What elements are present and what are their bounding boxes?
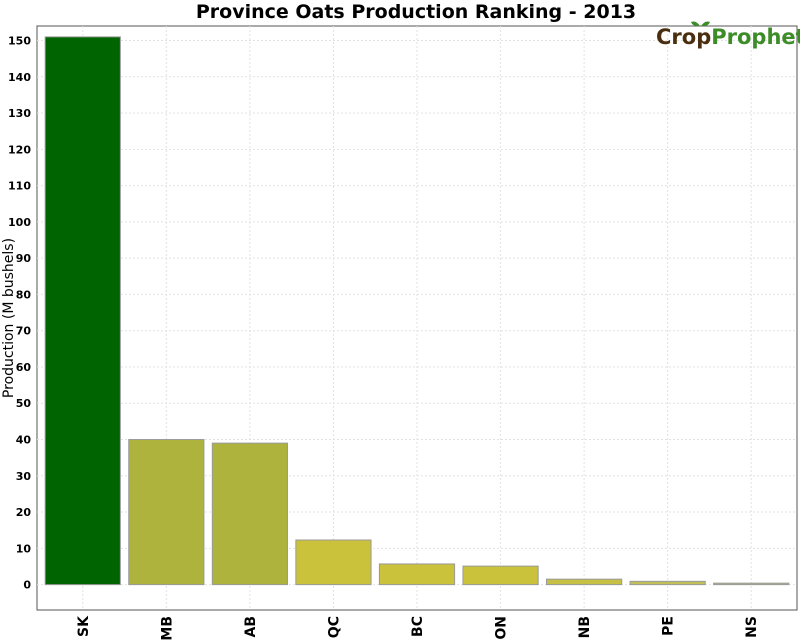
y-axis-label: Production (M bushels)	[1, 238, 17, 398]
y-tick-label: 50	[16, 397, 32, 410]
y-tick-label: 100	[8, 216, 31, 229]
x-tick-label-nb: NB	[577, 616, 593, 638]
bar-ab	[211, 442, 288, 586]
y-tick-label: 20	[16, 506, 32, 519]
y-tick-label: 60	[16, 361, 32, 374]
bar-bc	[378, 563, 456, 586]
y-tick-labels: 0 10 20 30 40 50 60 70 80 90 100 110 120 130 140 150	[8, 35, 31, 592]
bar-mb	[128, 439, 205, 586]
logo-text: CropProphet	[656, 25, 800, 49]
y-tick-label: 80	[16, 288, 32, 301]
bar-pe	[629, 580, 706, 586]
y-tick-label: 140	[8, 71, 31, 84]
x-tick-label-sk: SK	[76, 615, 92, 637]
y-tick-label: 90	[16, 252, 32, 265]
x-tick-label-ab: AB	[243, 616, 259, 638]
y-tick-label: 70	[16, 325, 32, 338]
x-tick-label-ns: NS	[744, 616, 760, 638]
bars	[44, 36, 790, 586]
y-tick-label: 150	[8, 35, 31, 48]
x-tick-labels: SK MB AB QC BC ON NB PE NS	[76, 615, 760, 640]
logo-text-crop: Crop	[656, 25, 711, 49]
x-tick-label-on: ON	[494, 616, 510, 640]
y-tick-label: 0	[23, 579, 31, 592]
bar-on	[462, 565, 539, 586]
cropprophet-logo: CropProphet	[656, 21, 800, 49]
sprout-icon	[691, 21, 710, 27]
y-tick-label: 30	[16, 470, 32, 483]
x-tick-label-bc: BC	[410, 616, 426, 637]
y-tick-label: 40	[16, 434, 32, 447]
chart-title: Province Oats Production Ranking - 2013	[196, 1, 636, 23]
x-tick-label-mb: MB	[159, 616, 175, 640]
x-tick-label-pe: PE	[661, 616, 677, 636]
y-tick-label: 10	[16, 542, 32, 555]
bar-sk	[44, 36, 121, 586]
y-tick-label: 110	[8, 180, 31, 193]
y-tick-label: 120	[8, 143, 31, 156]
y-tick-label: 130	[8, 107, 31, 120]
bar-nb	[546, 578, 623, 586]
bar-ns	[713, 582, 790, 586]
logo-text-prophet: Prophet	[711, 25, 800, 49]
x-tick-label-qc: QC	[326, 616, 342, 638]
bar-qc	[295, 539, 372, 586]
